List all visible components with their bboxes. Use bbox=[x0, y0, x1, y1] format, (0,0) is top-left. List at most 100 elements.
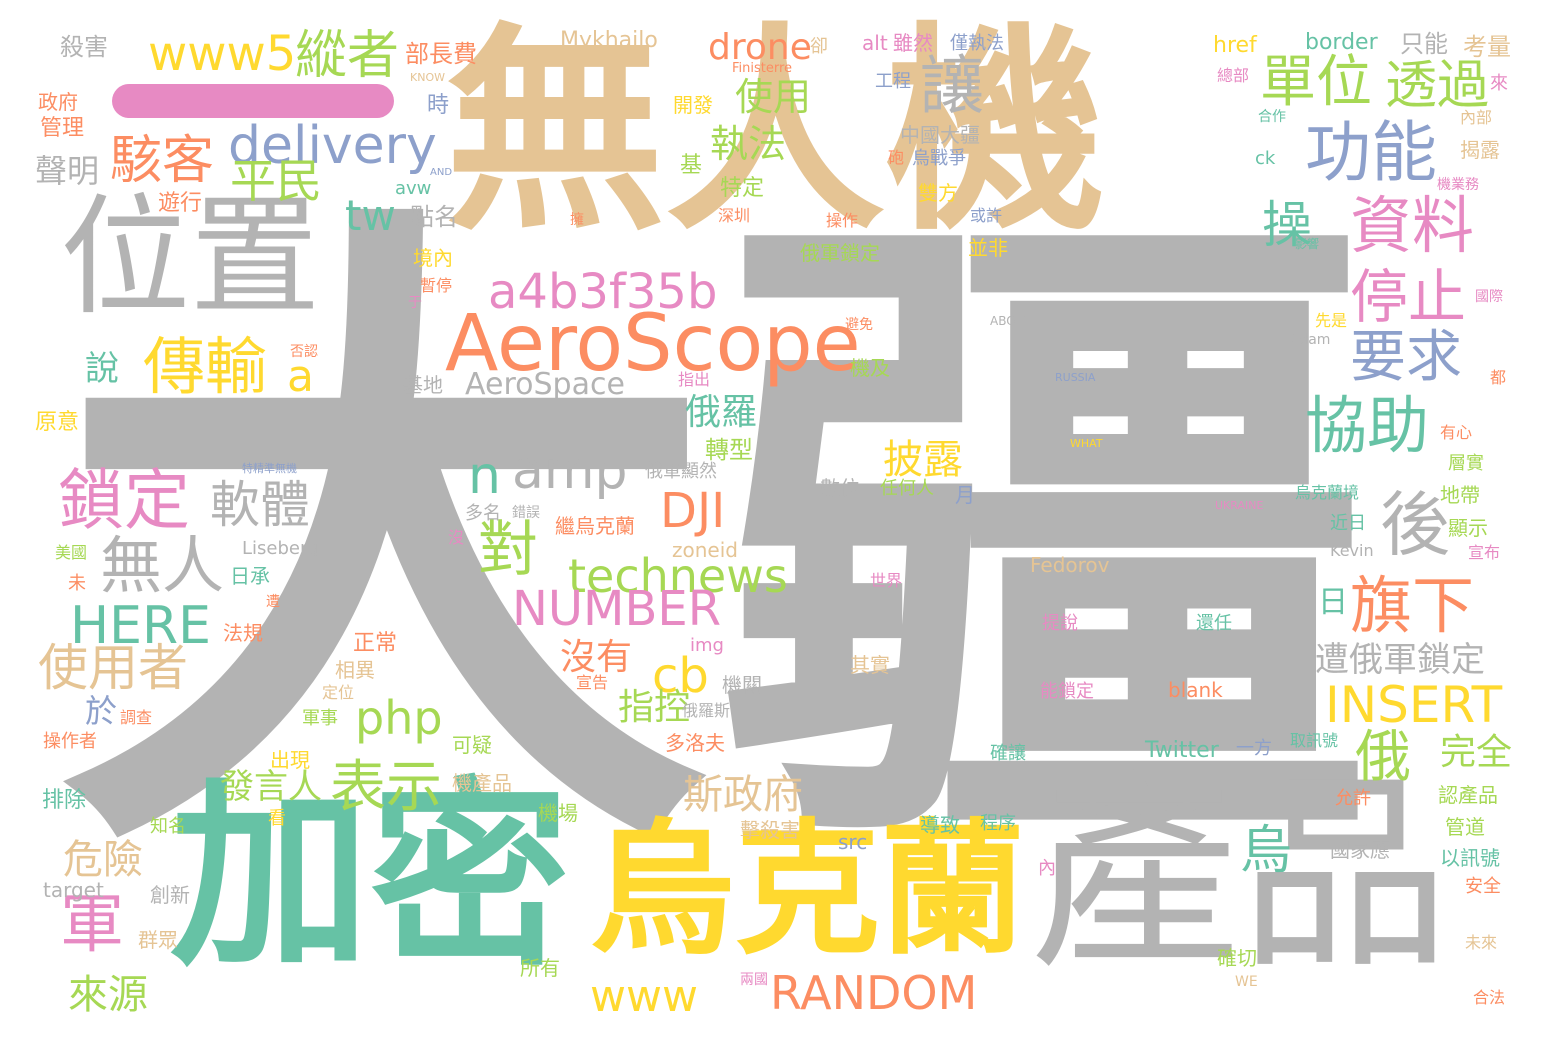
cloud-word: 執法 bbox=[710, 122, 787, 166]
cloud-word: 避免 bbox=[845, 317, 873, 333]
cloud-word: 操 bbox=[1262, 196, 1312, 254]
cloud-word: 世界 bbox=[870, 571, 903, 590]
cloud-word: 後 bbox=[1380, 484, 1450, 566]
cloud-word: 其實 bbox=[850, 653, 890, 677]
cloud-word: 操作 bbox=[826, 211, 859, 230]
cloud-word: www5 bbox=[148, 26, 297, 82]
cloud-word: 知名 bbox=[150, 816, 186, 837]
cloud-word: 要求 bbox=[1350, 325, 1462, 390]
cloud-word: 軍事 bbox=[302, 708, 338, 729]
cloud-word: 機業務 bbox=[1437, 177, 1479, 193]
cloud-word: 定位 bbox=[322, 683, 355, 702]
cloud-word: 開發 bbox=[673, 93, 713, 117]
cloud-word: 考量 bbox=[1463, 33, 1511, 61]
cloud-word: 資料 bbox=[1350, 189, 1475, 262]
cloud-word: 基地 bbox=[403, 373, 443, 397]
cloud-word: 宣布 bbox=[1468, 543, 1501, 562]
cloud-word: 層實 bbox=[1448, 453, 1484, 474]
cloud-word: tw bbox=[345, 191, 396, 240]
cloud-word: 對 bbox=[478, 515, 538, 585]
cloud-word: 斯政府 bbox=[683, 772, 803, 818]
cloud-word: 內部 bbox=[1460, 108, 1493, 127]
cloud-word: 日 bbox=[1318, 585, 1348, 620]
cloud-word: ck bbox=[1255, 148, 1276, 169]
cloud-word: 縱者 bbox=[295, 26, 400, 86]
cloud-word: 位置 bbox=[60, 181, 321, 333]
cloud-word: RANDOM bbox=[770, 966, 978, 1020]
cloud-word: 烏戰爭 bbox=[912, 148, 966, 169]
cloud-word: 繼烏克蘭 bbox=[555, 514, 635, 538]
cloud-word: zoneid bbox=[672, 538, 738, 562]
cloud-word: 未來 bbox=[1465, 933, 1498, 952]
cloud-word: a bbox=[287, 351, 314, 402]
cloud-word: 機場 bbox=[538, 801, 578, 825]
cloud-word: Finisterre bbox=[732, 61, 793, 76]
cloud-word: 安全 bbox=[1465, 876, 1501, 897]
cloud-word: KNOW bbox=[410, 71, 445, 84]
cloud-word: 產品 bbox=[1030, 752, 1451, 997]
cloud-word: 遭 bbox=[266, 594, 280, 610]
cloud-word: 認產品 bbox=[1438, 783, 1498, 807]
cloud-word: 指控 bbox=[618, 687, 691, 728]
cloud-word: 或許 bbox=[970, 206, 1003, 225]
cloud-word: 程序 bbox=[980, 813, 1016, 834]
cloud-word: 讓 bbox=[920, 50, 984, 124]
cloud-word: src bbox=[838, 830, 868, 854]
cloud-word: AND bbox=[430, 167, 453, 178]
cloud-word: 擊殺害 bbox=[740, 818, 800, 842]
cloud-word: cb bbox=[652, 648, 709, 704]
cloud-word: 總部 bbox=[1217, 66, 1250, 85]
cloud-word: UKRAINE bbox=[1215, 499, 1264, 512]
cloud-word: 政府 bbox=[38, 90, 78, 114]
cloud-word: 無人 bbox=[100, 529, 225, 602]
cloud-word: 排除 bbox=[42, 788, 87, 813]
cloud-word: 提說 bbox=[1042, 613, 1078, 634]
cloud-word: 點名 bbox=[410, 203, 458, 231]
cloud-word: NUMBER bbox=[512, 581, 722, 637]
cloud-word: 錯誤 bbox=[512, 505, 540, 521]
cloud-word: 烏克蘭境 bbox=[1295, 483, 1360, 502]
cloud-word: 卻 bbox=[810, 36, 828, 57]
cloud-word: 機關 bbox=[722, 673, 762, 697]
cloud-word: target bbox=[43, 878, 104, 902]
cloud-word: 殺害 bbox=[60, 33, 108, 61]
cloud-word: 說 bbox=[85, 349, 119, 389]
cloud-word: a4b3f35b bbox=[488, 264, 718, 320]
cloud-word: 功能 bbox=[1305, 114, 1437, 191]
cloud-word: 創新 bbox=[150, 883, 190, 907]
cloud-word: 國際 bbox=[1475, 289, 1503, 305]
cloud-word: 擁 bbox=[570, 212, 584, 228]
pink-dash-mark bbox=[112, 84, 394, 118]
cloud-word: AeroScope bbox=[445, 299, 861, 389]
cloud-word: 表示 bbox=[330, 755, 442, 820]
cloud-word: 特精準無機 bbox=[242, 462, 297, 475]
cloud-word: 烏克蘭 bbox=[590, 806, 1025, 975]
cloud-word: 完全 bbox=[1440, 732, 1513, 773]
cloud-word: INSERT bbox=[1325, 676, 1503, 734]
cloud-word: Kevin bbox=[1330, 541, 1374, 560]
cloud-word: 合法 bbox=[1473, 988, 1506, 1007]
cloud-word: 時 bbox=[427, 93, 450, 118]
cloud-word: 于 bbox=[408, 295, 422, 311]
cloud-word: 透過 bbox=[1385, 56, 1490, 116]
cloud-word: 群眾 bbox=[138, 928, 178, 952]
cloud-word: blank bbox=[1168, 678, 1223, 702]
cloud-word: Twitter bbox=[1145, 738, 1219, 763]
cloud-word: 任何人 bbox=[880, 478, 934, 499]
cloud-word: 披露 bbox=[883, 437, 963, 483]
cloud-word: HERE bbox=[70, 596, 211, 656]
cloud-word: 停止 bbox=[1350, 263, 1467, 331]
cloud-word: ABOUT bbox=[990, 314, 1032, 328]
cloud-word: 於 bbox=[85, 692, 118, 730]
cloud-word: 發言人 bbox=[220, 767, 322, 807]
cloud-word: 基 bbox=[680, 153, 703, 178]
cloud-word: 遭俄軍鎖定 bbox=[1315, 640, 1485, 680]
cloud-word: 使用者 bbox=[38, 639, 188, 697]
cloud-word: 大疆 bbox=[55, 160, 1375, 929]
cloud-word: 還任 bbox=[1196, 613, 1232, 634]
cloud-word: 工程 bbox=[875, 71, 911, 92]
cloud-word: 旗下 bbox=[1350, 569, 1475, 642]
cloud-word: 聲明 bbox=[35, 152, 100, 190]
cloud-word: drone bbox=[708, 27, 812, 68]
